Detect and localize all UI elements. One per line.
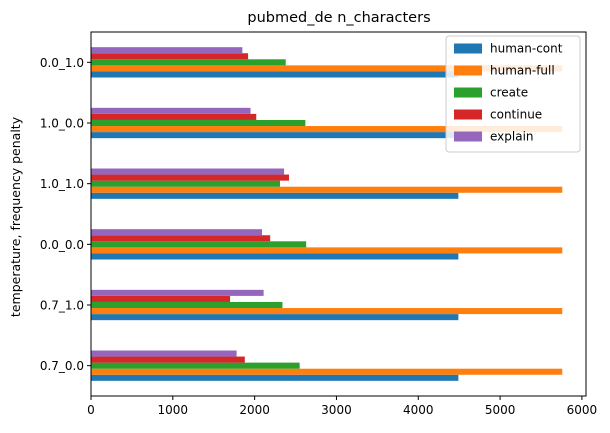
y-tick-label: 0.0_0.0: [40, 238, 84, 252]
bar-explain-1.0_1.0: [91, 168, 285, 175]
bar-create-0.0_1.0: [91, 59, 286, 66]
bar-continue-1.0_1.0: [91, 174, 289, 181]
bar-create-1.0_0.0: [91, 119, 306, 127]
y-tick-label: 0.7_1.0: [40, 299, 84, 313]
bar-explain-0.7_0.0: [91, 350, 237, 357]
bar-human-full-0.0_1.0: [91, 65, 563, 72]
bar-explain-0.0_0.0: [91, 229, 262, 236]
x-tick-label: 2000: [239, 403, 270, 417]
bar-explain-0.0_1.0: [91, 47, 243, 54]
legend-swatch: [454, 43, 482, 54]
x-tick-label: 3000: [321, 403, 352, 417]
y-tick-label: 0.0_1.0: [40, 56, 84, 70]
x-tick-label: 1000: [158, 403, 189, 417]
legend-swatch: [454, 131, 482, 142]
bar-human-cont-0.7_1.0: [91, 314, 459, 321]
y-tick-label: 0.7_0.0: [40, 359, 84, 373]
bar-human-full-0.0_0.0: [91, 247, 563, 254]
x-tick-label: 6000: [567, 403, 598, 417]
x-tick-label: 0: [87, 403, 95, 417]
bar-human-cont-1.0_1.0: [91, 192, 459, 199]
axes-layer: 0.7_0.0 0.7_1.0 0.0_0.0 1.0_1.0 1.0_0.0 0.0_1…: [40, 31, 598, 417]
bar-explain-0.7_1.0: [91, 289, 264, 296]
legend-label: human-full: [490, 64, 555, 78]
x-tick-label: 5000: [485, 403, 516, 417]
bar-human-full-0.7_0.0: [91, 368, 563, 375]
legend-box: [445, 35, 581, 153]
bar-continue-0.0_1.0: [91, 53, 249, 60]
bar-human-cont-0.0_1.0: [91, 71, 459, 78]
bar-human-cont-1.0_0.0: [91, 132, 459, 139]
y-tick-label: 1.0_1.0: [40, 177, 84, 191]
legend-swatch: [454, 87, 482, 98]
legend-label: human-cont: [490, 42, 563, 56]
bar-create-0.7_1.0: [91, 301, 283, 309]
bar-continue-0.0_0.0: [91, 235, 271, 242]
bar-create-1.0_1.0: [91, 180, 280, 187]
legend-label: explain: [490, 130, 534, 144]
bar-continue-0.7_1.0: [91, 295, 231, 302]
y-axis-label: temperature, frequency penalty: [8, 116, 23, 317]
bar-human-cont-0.7_0.0: [91, 374, 459, 381]
bar-human-cont-0.0_0.0: [91, 253, 459, 260]
bar-create-0.0_0.0: [91, 241, 307, 248]
bar-continue-0.7_0.0: [91, 356, 245, 363]
bar-continue-1.0_0.0: [91, 113, 257, 120]
bar-human-full-1.0_1.0: [91, 186, 563, 193]
legend-label: create: [490, 86, 528, 100]
legend-swatch: [454, 65, 482, 76]
legend-swatch: [454, 109, 482, 120]
bar-explain-1.0_0.0: [91, 107, 251, 114]
legend-label: continue: [490, 108, 542, 122]
bar-human-full-0.7_1.0: [91, 308, 563, 315]
x-tick-label: 4000: [403, 403, 434, 417]
bar-human-full-1.0_0.0: [91, 126, 563, 133]
legend: human-cont human-full create continue explai…: [445, 35, 581, 153]
y-tick-label: 1.0_0.0: [40, 117, 84, 131]
plot-frame: [90, 31, 587, 397]
bar-create-0.7_0.0: [91, 362, 300, 369]
bars-layer: [91, 47, 563, 381]
chart-title: pubmed_de n_characters: [247, 10, 430, 26]
